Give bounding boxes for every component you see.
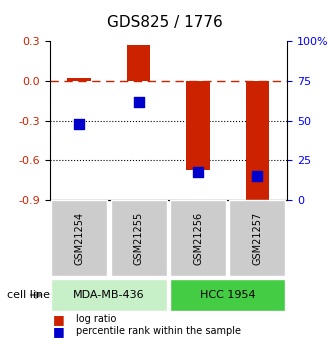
Text: MDA-MB-436: MDA-MB-436 — [73, 290, 145, 300]
Text: GSM21256: GSM21256 — [193, 211, 203, 265]
Point — [136, 99, 141, 105]
Text: log ratio: log ratio — [76, 314, 116, 324]
Bar — [246, 81, 269, 200]
Text: GDS825 / 1776: GDS825 / 1776 — [107, 15, 223, 30]
Text: percentile rank within the sample: percentile rank within the sample — [76, 326, 241, 336]
Text: ■: ■ — [53, 325, 65, 338]
Point — [195, 169, 201, 174]
Point — [77, 121, 82, 127]
Text: HCC 1954: HCC 1954 — [200, 290, 255, 300]
Text: GSM21255: GSM21255 — [134, 211, 144, 265]
Text: cell line: cell line — [7, 290, 50, 300]
Point — [255, 174, 260, 179]
Text: GSM21254: GSM21254 — [74, 211, 84, 265]
Bar — [186, 81, 210, 170]
Bar — [127, 45, 150, 81]
Text: GSM21257: GSM21257 — [252, 211, 262, 265]
Text: ■: ■ — [53, 313, 65, 326]
Bar — [67, 78, 91, 81]
